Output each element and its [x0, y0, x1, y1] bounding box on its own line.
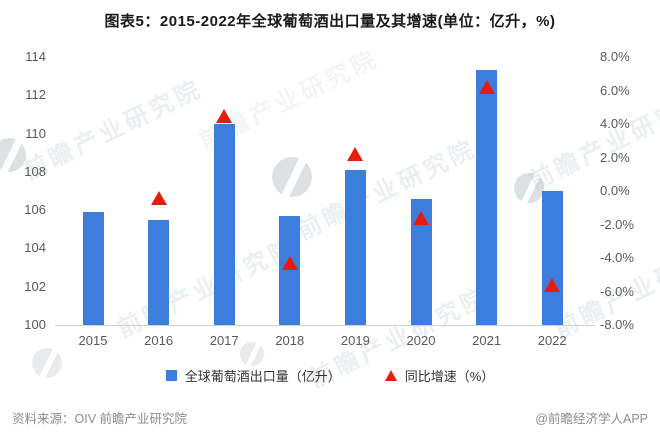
growth-marker-2018	[281, 256, 298, 271]
x-axis-label-2020: 2020	[406, 333, 436, 348]
growth-marker-2022	[544, 277, 561, 292]
bar-2020	[410, 198, 432, 325]
growth-marker-2016	[150, 190, 167, 205]
legend-triangle-label: 同比增速（%）	[404, 368, 495, 384]
legend: 全球葡萄酒出口量（亿升） 同比增速（%）	[0, 366, 660, 384]
growth-marker-2019	[347, 147, 364, 162]
x-axis-label-2018: 2018	[275, 333, 305, 348]
credit-note: @前瞻经济学人APP	[535, 412, 648, 426]
x-axis-baseline	[55, 325, 595, 326]
footer: 资料来源：OIV 前瞻产业研究院 @前瞻经济学人APP	[0, 408, 660, 427]
bar-2016	[148, 219, 170, 325]
bar-2022	[541, 191, 563, 325]
x-axis-label-2022: 2022	[537, 333, 567, 348]
legend-bar-swatch-icon	[165, 369, 177, 381]
y-axis-tick-right: 4.0%	[600, 116, 630, 131]
x-axis-label-2019: 2019	[340, 333, 370, 348]
bar-2021	[476, 70, 498, 325]
y-axis-tick-left: 110	[25, 125, 46, 141]
y-axis-tick-right: 8.0%	[600, 49, 630, 64]
legend-triangle-swatch-icon	[384, 369, 397, 381]
x-axis-label-2016: 2016	[144, 333, 174, 348]
source-note: 资料来源：OIV 前瞻产业研究院	[12, 412, 188, 426]
y-axis-tick-right: -2.0%	[600, 216, 634, 232]
bar-2018	[279, 215, 301, 325]
y-axis-tick-left: 102	[24, 278, 46, 294]
y-axis-tick-right: 2.0%	[600, 149, 630, 165]
y-axis-tick-left: 104	[24, 240, 46, 256]
y-axis-tick-left: 100	[24, 317, 46, 332]
growth-marker-2021	[478, 80, 495, 95]
growth-marker-2017	[216, 108, 233, 123]
y-axis-tick-right: 0.0%	[600, 183, 630, 198]
y-axis-tick-right: -6.0%	[600, 283, 634, 299]
y-axis-tick-right: -8.0%	[600, 317, 634, 332]
growth-marker-2020	[413, 210, 429, 225]
bar-2015	[82, 212, 104, 325]
legend-bar-label: 全球葡萄酒出口量（亿升）	[184, 368, 341, 384]
chart-title: 图表5：2015-2022年全球葡萄酒出口量及其增速(单位：亿升，%)	[104, 13, 556, 30]
y-axis-tick-right: 6.0%	[600, 82, 630, 98]
y-axis-tick-left: 112	[25, 87, 46, 103]
y-axis-tick-left: 114	[25, 49, 46, 64]
x-axis-label-2021: 2021	[472, 333, 502, 348]
y-axis-tick-right: -4.0%	[600, 250, 634, 265]
x-axis-label-2015: 2015	[78, 333, 108, 348]
y-axis-tick-left: 106	[24, 202, 46, 218]
x-axis-label-2017: 2017	[209, 333, 239, 348]
bar-2019	[344, 169, 366, 325]
y-axis-tick-left: 108	[24, 163, 46, 179]
bar-2017	[213, 124, 235, 325]
